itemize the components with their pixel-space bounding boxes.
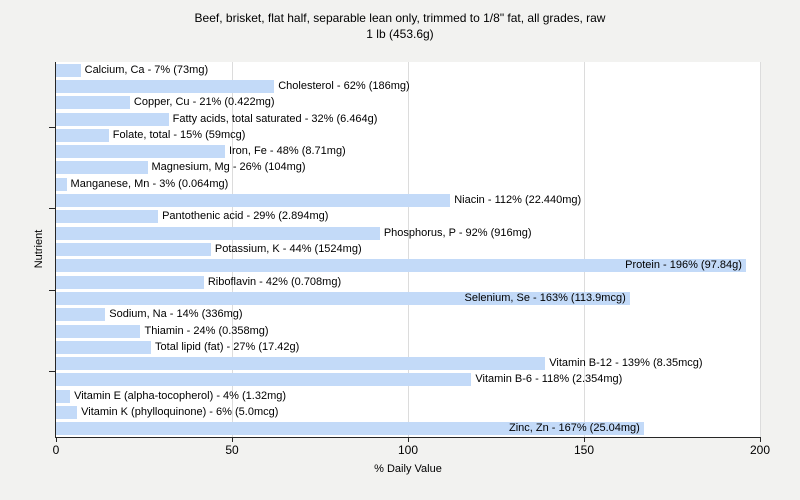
- x-tick: [583, 438, 585, 442]
- bar-row: Vitamin E (alpha-tocopherol) - 4% (1.32m…: [56, 388, 760, 404]
- bar-label: Zinc, Zn - 167% (25.04mg): [508, 422, 640, 435]
- bar-row: Selenium, Se - 163% (113.9mcg): [56, 290, 760, 306]
- x-tick: [231, 438, 233, 442]
- bar-label: Total lipid (fat) - 27% (17.42g): [155, 340, 300, 353]
- bar-row: Sodium, Na - 14% (336mg): [56, 307, 760, 323]
- bar-label: Vitamin B-12 - 139% (8.35mcg): [549, 357, 703, 370]
- x-tick: [759, 438, 761, 442]
- gridline: [407, 62, 409, 437]
- gridline: [759, 62, 761, 437]
- bar-row: Manganese, Mn - 3% (0.064mg): [56, 176, 760, 192]
- bar: [56, 79, 275, 93]
- bar: [56, 308, 106, 322]
- bar-row: Magnesium, Mg - 26% (104mg): [56, 160, 760, 176]
- x-tick-label: 150: [573, 443, 595, 457]
- y-axis-line: [55, 62, 56, 438]
- chart-title: Beef, brisket, flat half, separable lean…: [0, 10, 800, 42]
- chart-title-line1: Beef, brisket, flat half, separable lean…: [194, 11, 606, 25]
- bar: [56, 259, 746, 273]
- bar: [56, 373, 472, 387]
- bar: [56, 422, 644, 436]
- bar-row: Total lipid (fat) - 27% (17.42g): [56, 339, 760, 355]
- x-tick-label: 100: [397, 443, 419, 457]
- bar-row: Iron, Fe - 48% (8.71mg): [56, 144, 760, 160]
- bar-label: Fatty acids, total saturated - 32% (6.46…: [172, 112, 378, 125]
- bar-label: Vitamin B-6 - 118% (2.354mg): [475, 373, 623, 386]
- bar: [56, 406, 78, 420]
- bar: [56, 112, 169, 126]
- bar-row: Vitamin B-12 - 139% (8.35mcg): [56, 355, 760, 371]
- y-tick: [49, 126, 55, 128]
- bar-label: Niacin - 112% (22.440mg): [454, 194, 582, 207]
- bar: [56, 194, 451, 208]
- bar-row: Pantothenic acid - 29% (2.894mg): [56, 209, 760, 225]
- y-tick: [49, 371, 55, 373]
- x-tick: [55, 438, 57, 442]
- bar-label: Riboflavin - 42% (0.708mg): [207, 275, 342, 288]
- bar-row: Potassium, K - 44% (1524mg): [56, 241, 760, 257]
- bar: [56, 96, 130, 110]
- x-axis-title: % Daily Value: [374, 463, 442, 475]
- bar-label: Copper, Cu - 21% (0.422mg): [133, 96, 275, 109]
- gridline: [231, 62, 233, 437]
- bar: [56, 389, 71, 403]
- bar: [56, 340, 152, 354]
- bar-label: Thiamin - 24% (0.358mg): [144, 324, 269, 337]
- bar-label: Protein - 196% (97.84g): [625, 259, 742, 272]
- bar: [56, 63, 81, 77]
- bar-row: Niacin - 112% (22.440mg): [56, 192, 760, 208]
- x-tick-label: 200: [749, 443, 771, 457]
- y-axis-title: Nutrient: [33, 229, 45, 269]
- bar: [56, 161, 148, 175]
- bar: [56, 291, 630, 305]
- bar-label: Manganese, Mn - 3% (0.064mg): [70, 177, 229, 190]
- bar-row: Vitamin K (phylloquinone) - 6% (5.0mcg): [56, 404, 760, 420]
- x-axis-line: [55, 437, 761, 438]
- y-tick: [49, 208, 55, 210]
- bar-row: Calcium, Ca - 7% (73mg): [56, 62, 760, 78]
- bar-row: Phosphorus, P - 92% (916mg): [56, 225, 760, 241]
- bar: [56, 242, 211, 256]
- bar: [56, 324, 141, 338]
- bar-row: Thiamin - 24% (0.358mg): [56, 323, 760, 339]
- bar-label: Folate, total - 15% (59mcg): [112, 128, 246, 141]
- bar: [56, 145, 225, 159]
- x-tick-label: 50: [225, 443, 239, 457]
- bar-label: Vitamin K (phylloquinone) - 6% (5.0mcg): [81, 406, 279, 419]
- plot-area: Calcium, Ca - 7% (73mg) Cholesterol - 62%…: [56, 62, 761, 437]
- bar-label: Selenium, Se - 163% (113.9mcg): [464, 291, 626, 304]
- bar-label: Sodium, Na - 14% (336mg): [109, 308, 243, 321]
- bar-row: Cholesterol - 62% (186mg): [56, 78, 760, 94]
- gridline: [583, 62, 585, 437]
- bar-label: Pantothenic acid - 29% (2.894mg): [162, 210, 329, 223]
- bar-row: Zinc, Zn - 167% (25.04mg): [56, 421, 760, 437]
- x-tick: [407, 438, 409, 442]
- bar-row: Copper, Cu - 21% (0.422mg): [56, 95, 760, 111]
- bar: [56, 128, 109, 142]
- x-tick-label: 0: [52, 443, 60, 457]
- bar-label: Magnesium, Mg - 26% (104mg): [151, 161, 306, 174]
- bar: [56, 275, 204, 289]
- bar: [56, 177, 67, 191]
- bar-label: Vitamin E (alpha-tocopherol) - 4% (1.32m…: [74, 389, 287, 402]
- bar-row: Fatty acids, total saturated - 32% (6.46…: [56, 111, 760, 127]
- bar: [56, 210, 159, 224]
- bar-label: Cholesterol - 62% (186mg): [278, 79, 410, 92]
- bar-label: Iron, Fe - 48% (8.71mg): [228, 145, 346, 158]
- bar-label: Calcium, Ca - 7% (73mg): [84, 63, 209, 76]
- chart-title-line2: 1 lb (453.6g): [366, 27, 434, 41]
- bar-label: Phosphorus, P - 92% (916mg): [383, 226, 532, 239]
- bar-row: Riboflavin - 42% (0.708mg): [56, 274, 760, 290]
- y-tick: [49, 289, 55, 291]
- bar: [56, 357, 546, 371]
- bar-row: Protein - 196% (97.84g): [56, 258, 760, 274]
- bar-row: Folate, total - 15% (59mcg): [56, 127, 760, 143]
- bar: [56, 226, 380, 240]
- bar-row: Vitamin B-6 - 118% (2.354mg): [56, 372, 760, 388]
- bar-label: Potassium, K - 44% (1524mg): [214, 242, 362, 255]
